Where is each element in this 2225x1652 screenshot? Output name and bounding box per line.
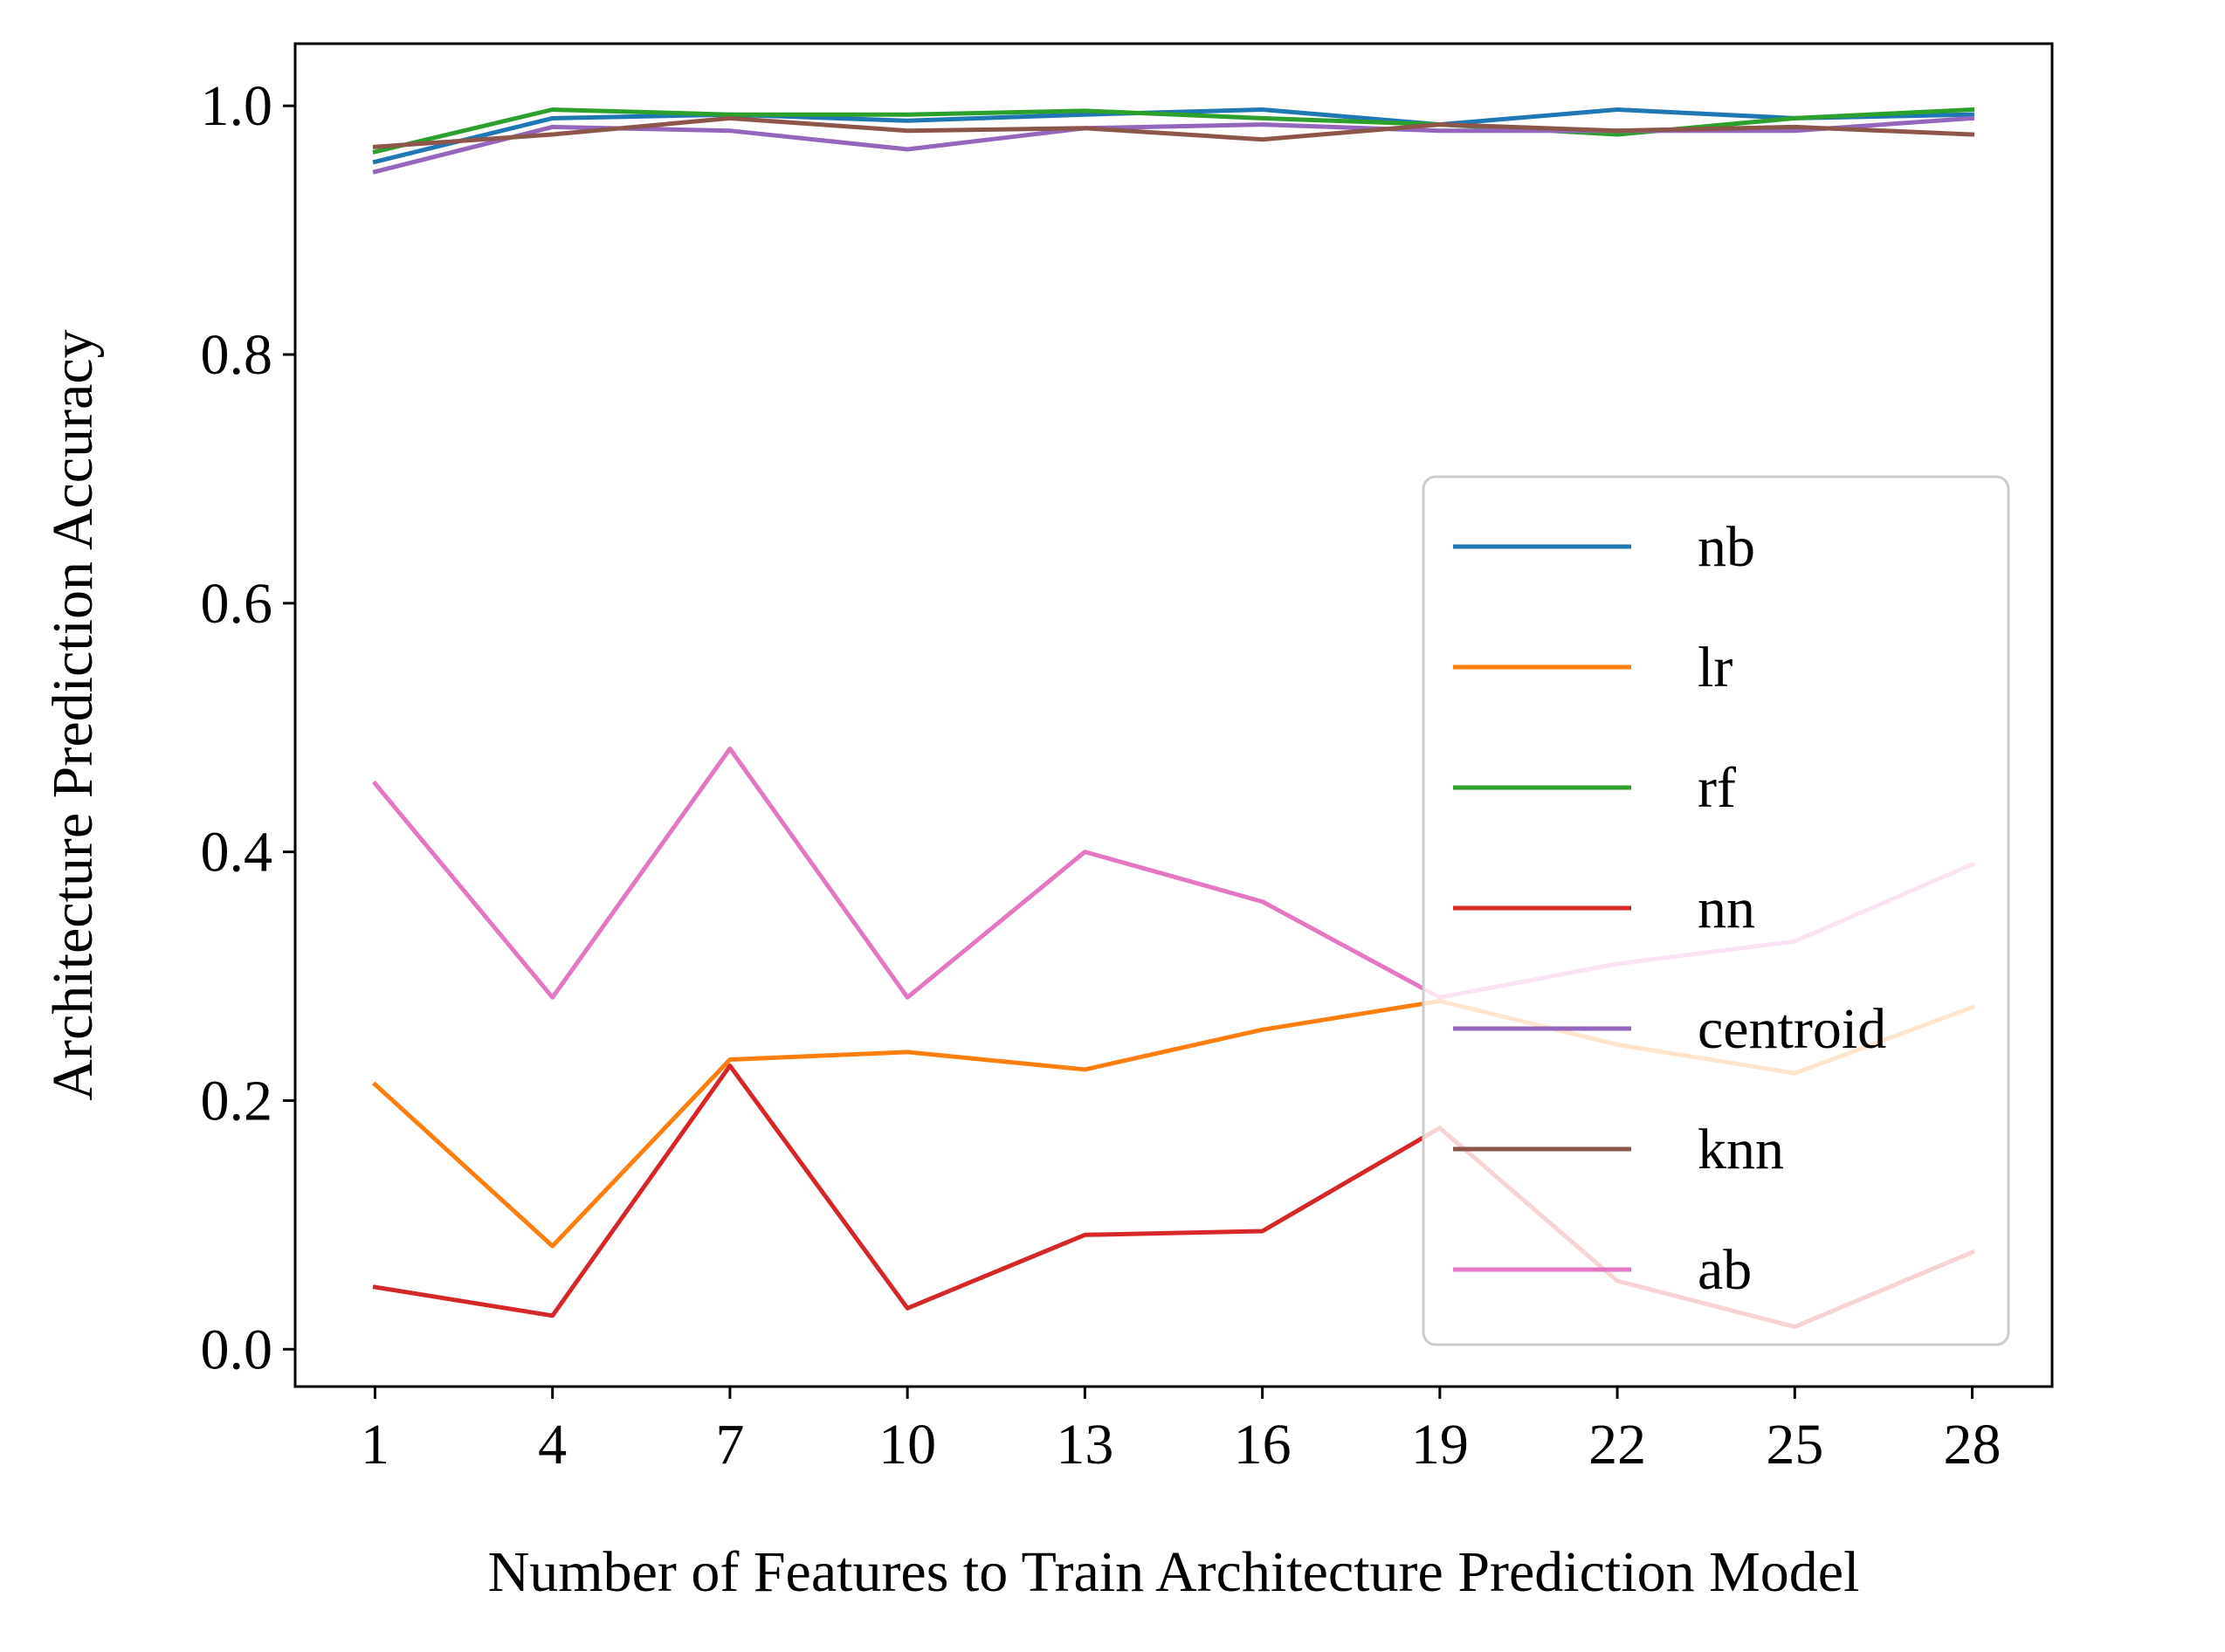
x-tick-label: 10 xyxy=(878,1413,936,1476)
x-axis-label: Number of Features to Train Architecture… xyxy=(488,1540,1860,1604)
legend-label-ab: ab xyxy=(1698,1238,1752,1302)
series-line-rf xyxy=(372,107,1975,155)
x-tick-label: 4 xyxy=(538,1413,567,1476)
legend-label-lr: lr xyxy=(1698,636,1732,699)
legend-label-rf: rf xyxy=(1698,756,1736,820)
legend-box xyxy=(1422,475,2010,1346)
legend-label-nn: nn xyxy=(1698,877,1755,940)
y-tick-label: 0.0 xyxy=(201,1318,273,1381)
x-tick-label: 22 xyxy=(1588,1413,1646,1476)
x-tick-label: 1 xyxy=(361,1413,389,1476)
x-tick-label: 13 xyxy=(1056,1413,1113,1476)
x-tick-label: 7 xyxy=(715,1413,744,1476)
x-tick-label: 28 xyxy=(1944,1413,2001,1476)
plot-frame xyxy=(293,42,2054,1388)
x-axis: 1 4 7 10 13 16 19 22 25 28 xyxy=(361,1387,2001,1476)
x-tick-label: 16 xyxy=(1234,1413,1292,1476)
y-tick-label: 0.4 xyxy=(201,821,273,885)
y-tick-label: 0.6 xyxy=(201,572,273,636)
legend-label-centroid: centroid xyxy=(1698,997,1886,1061)
y-tick-label: 1.0 xyxy=(201,74,273,138)
series-line-nb xyxy=(372,107,1975,165)
x-tick-label: 25 xyxy=(1766,1413,1823,1476)
x-tick-label: 19 xyxy=(1411,1413,1469,1476)
y-axis: 0.0 0.2 0.4 0.6 0.8 1.0 xyxy=(201,74,295,1381)
y-tick-label: 0.8 xyxy=(201,323,273,387)
series-line-knn xyxy=(372,115,1975,149)
series-layer xyxy=(371,107,1975,1330)
legend-label-nb: nb xyxy=(1698,515,1755,579)
legend: nb lr rf nn centroid knn ab xyxy=(1422,475,2010,1346)
y-axis-label: Architecture Prediction Accuracy xyxy=(41,329,105,1100)
legend-label-knn: knn xyxy=(1698,1118,1784,1181)
y-tick-label: 0.2 xyxy=(201,1069,273,1132)
